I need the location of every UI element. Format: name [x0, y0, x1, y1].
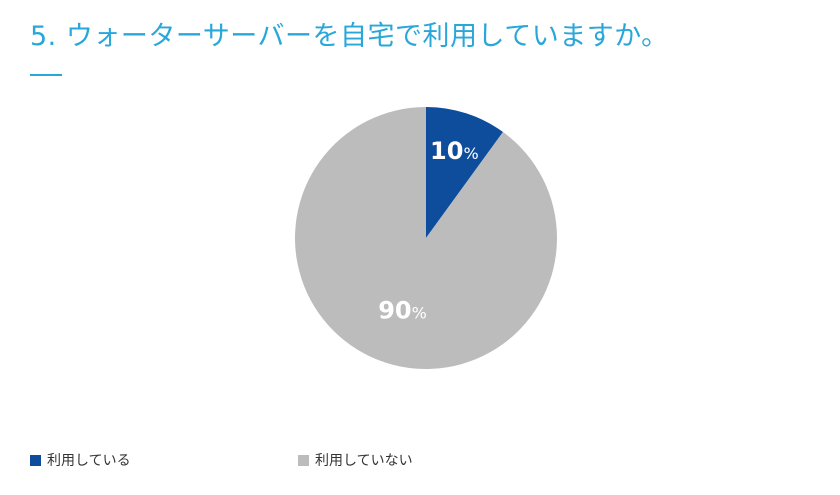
legend-swatch-not-using	[298, 454, 309, 466]
legend-item-not-using: 利用していない	[298, 450, 413, 470]
legend-swatch-using	[30, 454, 41, 466]
legend-label-using: 利用している	[47, 453, 131, 469]
question-title: 5. ウォーターサーバーを自宅で利用していますか。	[30, 21, 669, 52]
pie-slice-using	[426, 107, 503, 238]
pie-label-using: 10%	[430, 137, 479, 165]
legend-label-not-using: 利用していない	[315, 453, 413, 469]
legend-item-using: 利用している	[30, 450, 131, 470]
pie-label-not-using: 90%	[378, 296, 427, 324]
title-underline	[30, 74, 62, 76]
pie-slice-not-using	[295, 107, 558, 369]
